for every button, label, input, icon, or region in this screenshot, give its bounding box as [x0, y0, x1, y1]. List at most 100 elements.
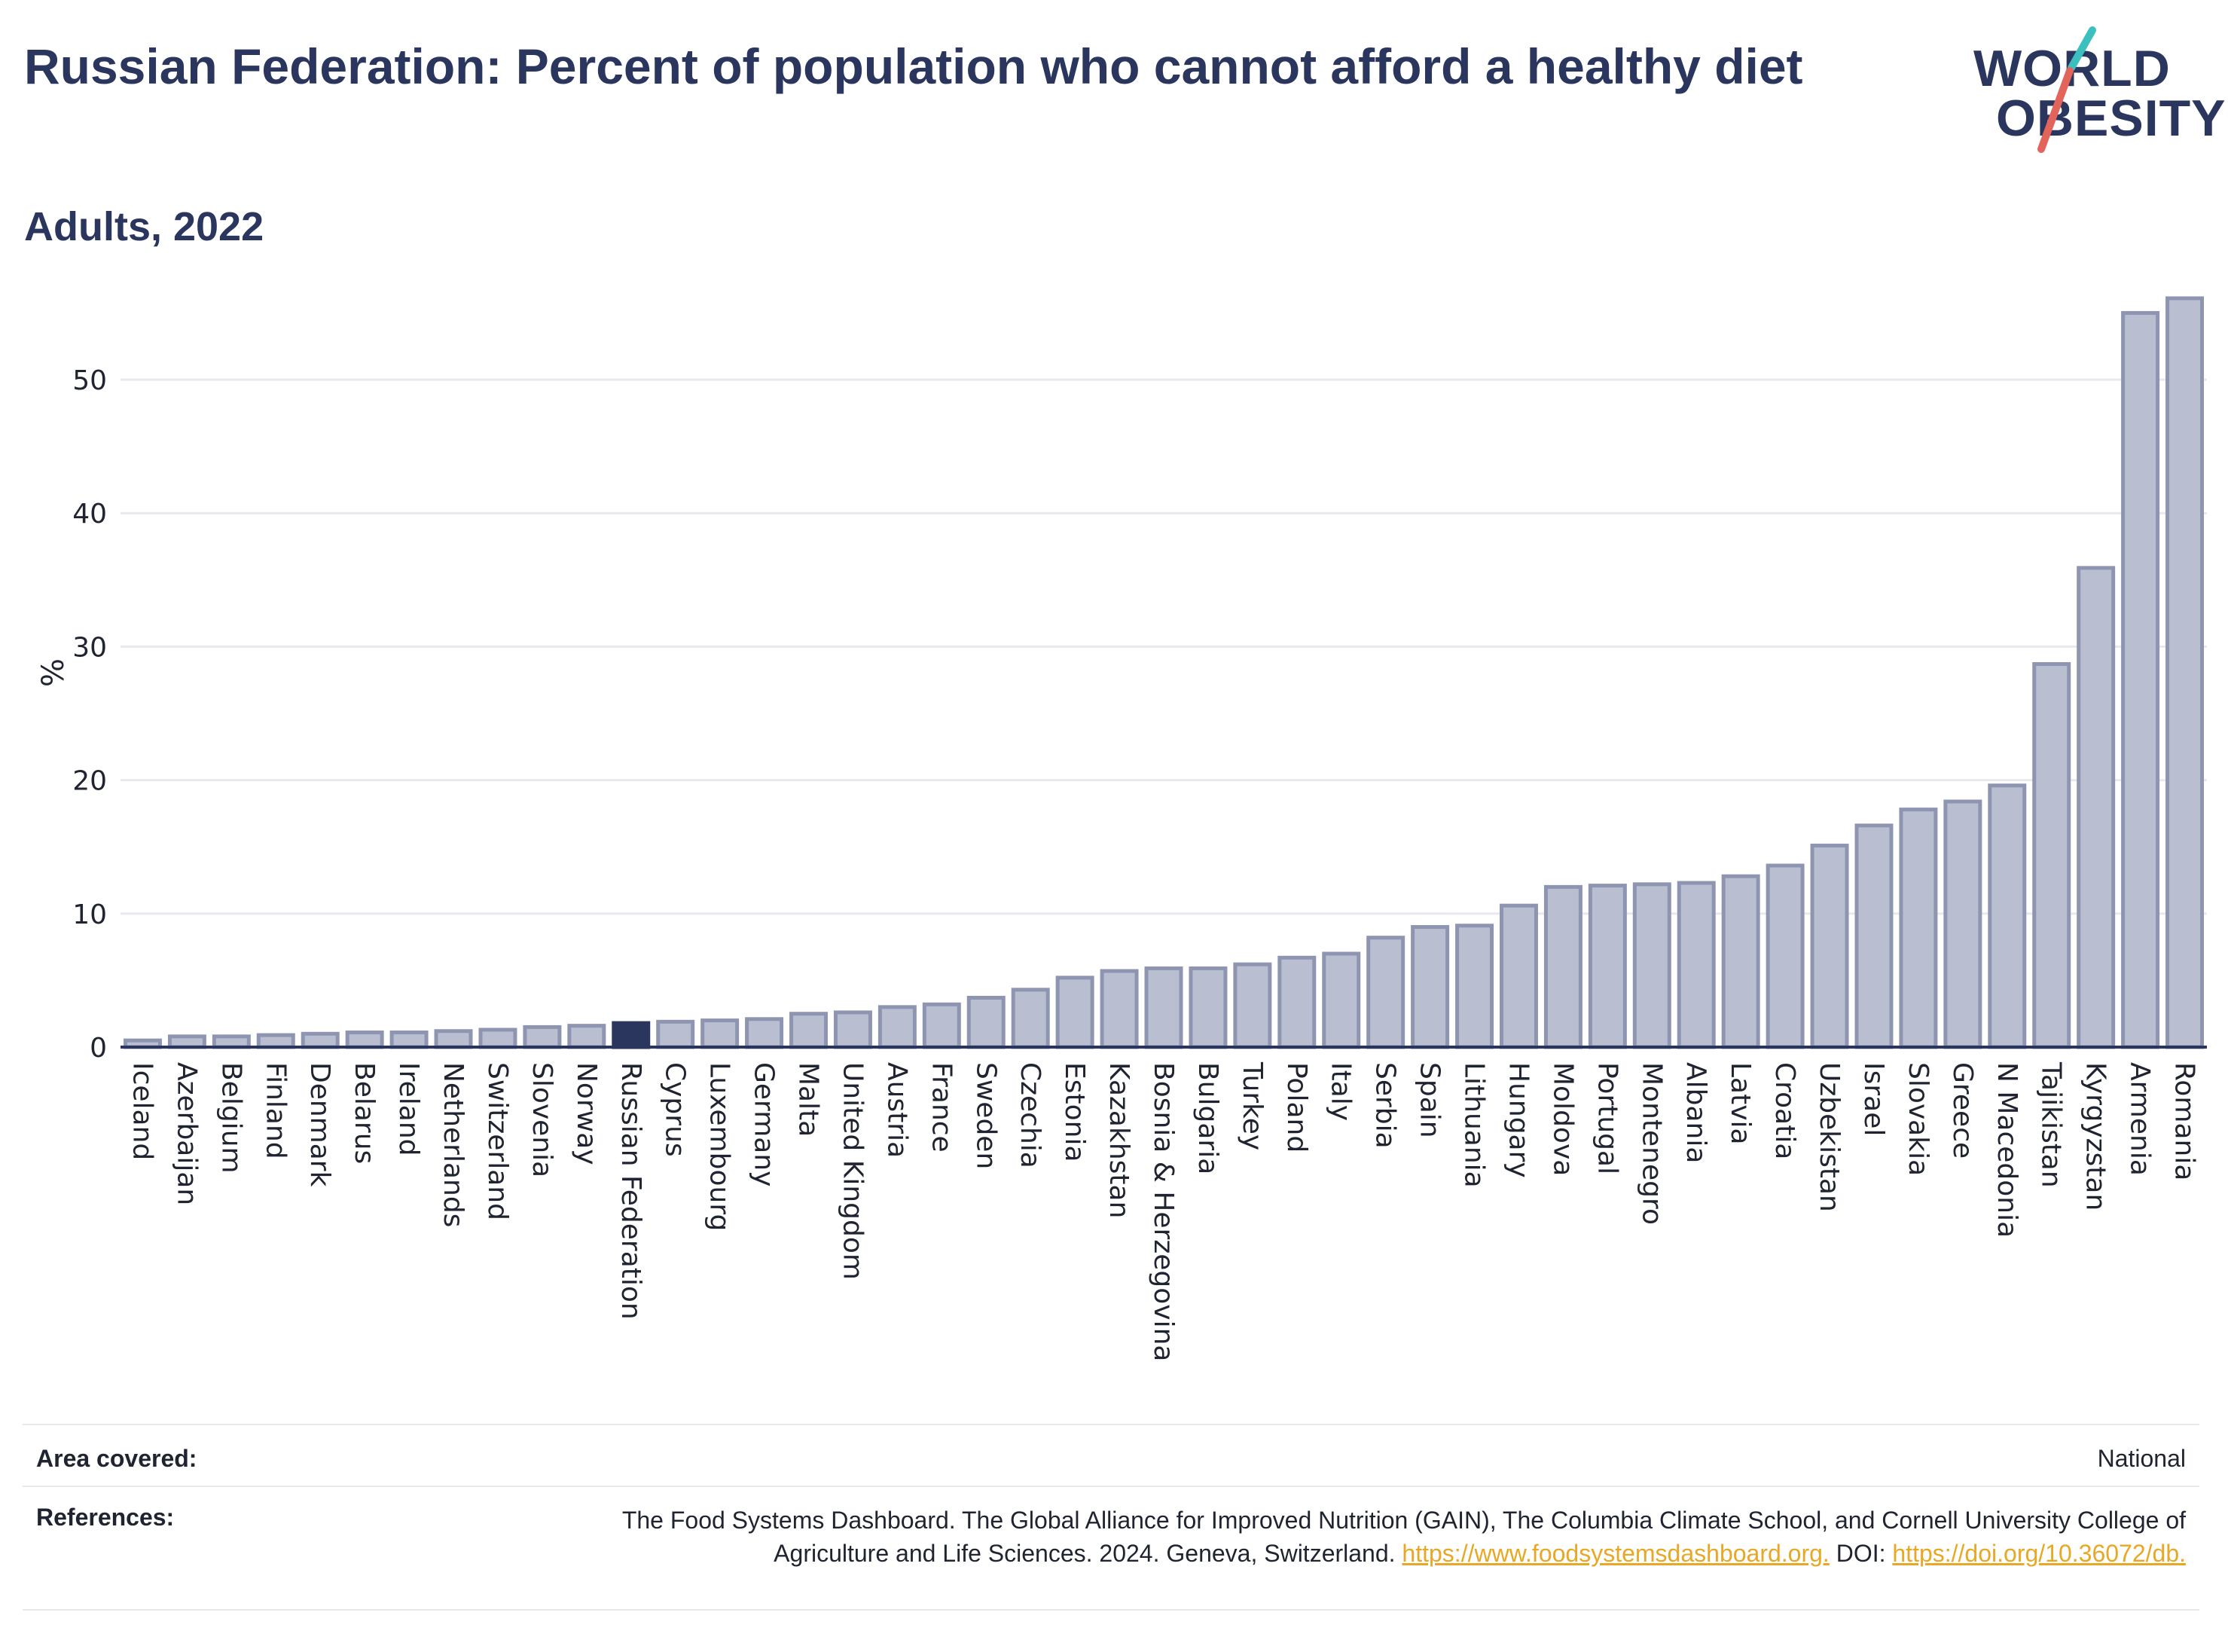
- x-tick-label: Azerbaijan: [171, 1062, 202, 1205]
- x-tick-label: Hungary: [1503, 1062, 1534, 1178]
- bar-azerbaijan: [167, 1034, 206, 1049]
- area-covered-label: Area covered:: [36, 1445, 197, 1472]
- area-covered-value: National: [2097, 1445, 2186, 1472]
- y-tick-label: 30: [72, 632, 107, 663]
- x-tick-label: Italy: [1326, 1062, 1357, 1121]
- x-tick-label: Greece: [1947, 1062, 1978, 1159]
- bar-moldova: [1543, 884, 1582, 1049]
- bar-france: [922, 1002, 961, 1049]
- references-text-block: The Food Systems Dashboard. The Global A…: [529, 1504, 2186, 1570]
- y-tick-label: 10: [72, 899, 107, 930]
- bar-kazakhstan: [1100, 969, 1139, 1049]
- x-tick-label: Spain: [1415, 1062, 1445, 1138]
- x-tick-label: Albania: [1680, 1062, 1711, 1163]
- bar-spain: [1411, 925, 1450, 1049]
- x-tick-label: Estonia: [1059, 1062, 1090, 1162]
- bar-slovenia: [523, 1024, 562, 1049]
- x-tick-label: Finland: [260, 1062, 291, 1159]
- x-tick-label: Montenegro: [1636, 1062, 1667, 1225]
- bar-luxembourg: [700, 1018, 740, 1049]
- bar-n-macedonia: [1988, 783, 2027, 1049]
- y-tick-label: 50: [72, 365, 107, 396]
- x-tick-label: Poland: [1281, 1062, 1312, 1153]
- bar-montenegro: [1632, 882, 1671, 1049]
- bar-chart: 0 10 20 30 40 50% Iceland Azerbaijan Belgium Finl…: [36, 296, 2207, 1361]
- chart-title: Russian Federation: Percent of populatio…: [24, 38, 1803, 94]
- x-tick-label: Uzbekistan: [1814, 1062, 1845, 1212]
- x-tick-label: Denmark: [304, 1062, 335, 1187]
- x-tick-label: Ireland: [393, 1062, 424, 1156]
- x-tick-label: Bosnia & Herzegovina: [1148, 1062, 1179, 1361]
- y-tick-label: 0: [90, 1033, 107, 1064]
- y-tick-label: 40: [72, 499, 107, 530]
- bar-belarus: [345, 1031, 384, 1049]
- references-link-doi[interactable]: https://doi.org/10.36072/db.: [1892, 1540, 2186, 1567]
- x-tick-label: Switzerland: [482, 1062, 513, 1220]
- bar-serbia: [1366, 936, 1405, 1049]
- bar-poland: [1277, 955, 1317, 1049]
- bar-estonia: [1055, 976, 1094, 1049]
- logo-text-obesity: OBESITY: [1996, 90, 2226, 147]
- bar-romania: [2165, 296, 2205, 1049]
- x-tick-label: Russian Federation: [615, 1062, 646, 1320]
- bar-united-kingdom: [833, 1010, 872, 1049]
- area-covered-row: Area covered: National: [23, 1424, 2199, 1487]
- x-tick-label: Israel: [1858, 1062, 1889, 1136]
- bar-finland: [256, 1033, 295, 1049]
- x-tick-label: United Kingdom: [837, 1062, 868, 1280]
- x-tick-label: Turkey: [1237, 1061, 1268, 1150]
- x-tick-label: N Macedonia: [1991, 1062, 2022, 1238]
- x-tick-label: Belgium: [215, 1062, 246, 1174]
- references-link-dashboard[interactable]: https://www.foodsystemsdashboard.org.: [1402, 1540, 1830, 1567]
- bar-lithuania: [1455, 924, 1494, 1049]
- bar-israel: [1854, 823, 1894, 1049]
- bar-turkey: [1233, 962, 1272, 1049]
- bar-latvia: [1721, 874, 1760, 1049]
- x-tick-label: Luxembourg: [704, 1062, 735, 1231]
- x-tick-label: Romania: [2169, 1062, 2200, 1180]
- x-tick-label: Czechia: [1015, 1062, 1045, 1168]
- bar-bosnia-herzegovina: [1144, 966, 1183, 1049]
- x-tick-label: Slovenia: [526, 1062, 557, 1177]
- y-tick-label: 20: [72, 766, 107, 797]
- x-tick-label: Belarus: [349, 1062, 380, 1164]
- bar-portugal: [1588, 884, 1627, 1049]
- references-text: The Food Systems Dashboard. The Global A…: [621, 1507, 2186, 1567]
- bar-ireland: [389, 1031, 429, 1049]
- x-tick-label: Croatia: [1769, 1062, 1800, 1159]
- bar-albania: [1677, 881, 1716, 1049]
- bar-armenia: [2121, 310, 2160, 1049]
- bar-sweden: [966, 995, 1006, 1049]
- x-tick-label: Armenia: [2125, 1062, 2156, 1176]
- x-tick-label: Slovakia: [1903, 1062, 1933, 1176]
- x-tick-label: Cyprus: [660, 1062, 691, 1157]
- bar-croatia: [1766, 863, 1805, 1049]
- bar-denmark: [301, 1031, 340, 1049]
- footer-divider: [23, 1609, 2199, 1611]
- bar-norway: [567, 1024, 606, 1049]
- bar-russian-federation: [612, 1021, 651, 1049]
- x-tick-label: Lithuania: [1459, 1062, 1490, 1188]
- bar-netherlands: [434, 1029, 473, 1049]
- bar-kyrgyzstan: [2077, 566, 2116, 1049]
- bar-malta: [789, 1012, 828, 1049]
- bar-italy: [1322, 951, 1361, 1049]
- bar-bulgaria: [1189, 966, 1228, 1049]
- bar-tajikistan: [2032, 661, 2071, 1049]
- x-tick-label: Iceland: [127, 1062, 157, 1160]
- x-tick-label: France: [926, 1062, 957, 1153]
- x-tick-label: Germany: [749, 1062, 780, 1186]
- bar-austria: [877, 1005, 917, 1049]
- references-row: References: The Food Systems Dashboard. …: [23, 1486, 2199, 1606]
- x-tick-label: Austria: [881, 1062, 912, 1158]
- x-tick-label: Portugal: [1592, 1062, 1622, 1174]
- bar-uzbekistan: [1810, 843, 1849, 1049]
- footer-divider: [23, 1486, 2199, 1487]
- x-tick-label: Norway: [571, 1062, 602, 1165]
- bar-greece: [1943, 799, 1982, 1049]
- x-tick-label: Moldova: [1547, 1062, 1578, 1176]
- chart-subtitle: Adults, 2022: [24, 204, 264, 249]
- bar-belgium: [212, 1034, 251, 1049]
- x-tick-label: Sweden: [970, 1062, 1001, 1169]
- bar-czechia: [1011, 988, 1050, 1049]
